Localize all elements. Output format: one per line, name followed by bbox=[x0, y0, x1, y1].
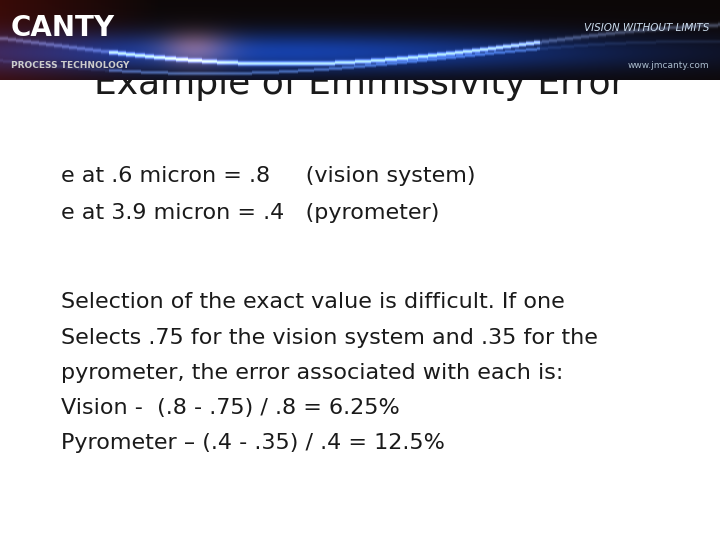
Text: Selection of the exact value is difficult. If one: Selection of the exact value is difficul… bbox=[61, 292, 565, 313]
Text: e at 3.9 micron = .4   (pyrometer): e at 3.9 micron = .4 (pyrometer) bbox=[61, 203, 440, 224]
Text: www.jmcanty.com: www.jmcanty.com bbox=[628, 61, 709, 70]
Text: Example of Emmissivity Error: Example of Emmissivity Error bbox=[94, 67, 626, 100]
Text: CANTY: CANTY bbox=[11, 14, 115, 42]
Text: Vision -  (.8 - .75) / .8 = 6.25%: Vision - (.8 - .75) / .8 = 6.25% bbox=[61, 397, 400, 418]
Text: Selects .75 for the vision system and .35 for the: Selects .75 for the vision system and .3… bbox=[61, 327, 598, 348]
Text: VISION WITHOUT LIMITS: VISION WITHOUT LIMITS bbox=[584, 23, 709, 33]
Text: Pyrometer – (.4 - .35) / .4 = 12.5%: Pyrometer – (.4 - .35) / .4 = 12.5% bbox=[61, 433, 445, 453]
Text: pyrometer, the error associated with each is:: pyrometer, the error associated with eac… bbox=[61, 362, 564, 383]
Text: e at .6 micron = .8     (vision system): e at .6 micron = .8 (vision system) bbox=[61, 165, 476, 186]
Text: PROCESS TECHNOLOGY: PROCESS TECHNOLOGY bbox=[11, 61, 129, 70]
